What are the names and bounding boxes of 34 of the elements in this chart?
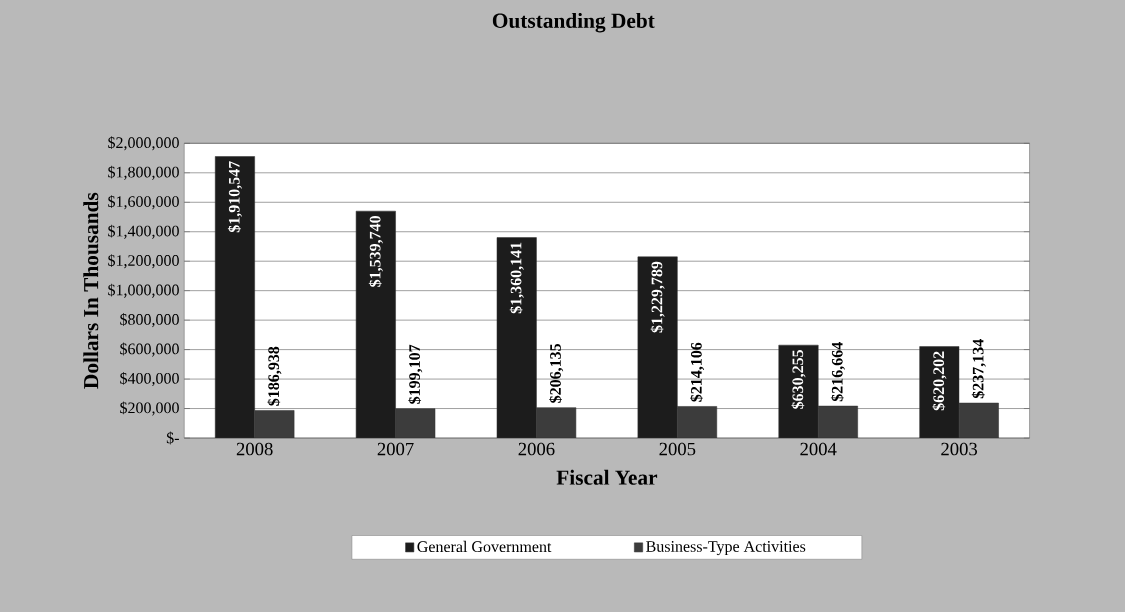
y-tick-label: $2,000,000 — [108, 136, 179, 151]
data-label: $630,255 — [791, 350, 806, 409]
data-label: $186,938 — [267, 346, 282, 406]
y-tick-label: $1,600,000 — [108, 195, 179, 210]
x-tick-label: 2007 — [377, 442, 414, 456]
y-axis-title: Dollars In Thousands — [83, 192, 99, 389]
data-label: $237,134 — [971, 339, 986, 399]
data-label: $620,202 — [932, 351, 947, 411]
data-label: $199,107 — [408, 344, 423, 404]
y-tick-label: $1,000,000 — [108, 283, 179, 298]
data-label: $1,539,740 — [368, 216, 383, 287]
y-tick-label: $- — [166, 431, 179, 445]
y-tick-label: $1,400,000 — [108, 224, 179, 239]
x-tick-label: 2003 — [941, 442, 978, 456]
data-label: $216,664 — [830, 342, 845, 402]
x-tick-label: 2008 — [236, 442, 273, 456]
x-tick-label: 2004 — [800, 442, 837, 456]
y-tick-label: $1,800,000 — [108, 165, 179, 180]
data-label: $1,360,141 — [509, 242, 524, 314]
legend-label: General Government — [417, 540, 552, 553]
chart-title: Outstanding Debt — [492, 12, 655, 33]
y-tick-label: $800,000 — [120, 313, 179, 328]
data-label: $206,135 — [549, 343, 564, 403]
y-tick-label: $200,000 — [120, 401, 179, 416]
data-label: $1,229,789 — [650, 261, 665, 333]
data-label: $1,910,547 — [227, 161, 242, 233]
y-tick-label: $600,000 — [120, 342, 179, 357]
data-label: $214,106 — [690, 342, 705, 402]
y-tick-label: $1,200,000 — [108, 254, 179, 269]
y-tick-label: $400,000 — [120, 372, 179, 387]
x-axis-title: Fiscal Year — [556, 469, 658, 485]
legend-label: Business-Type Activities — [646, 541, 806, 556]
x-tick-label: 2005 — [659, 442, 696, 456]
x-tick-label: 2006 — [518, 442, 555, 456]
